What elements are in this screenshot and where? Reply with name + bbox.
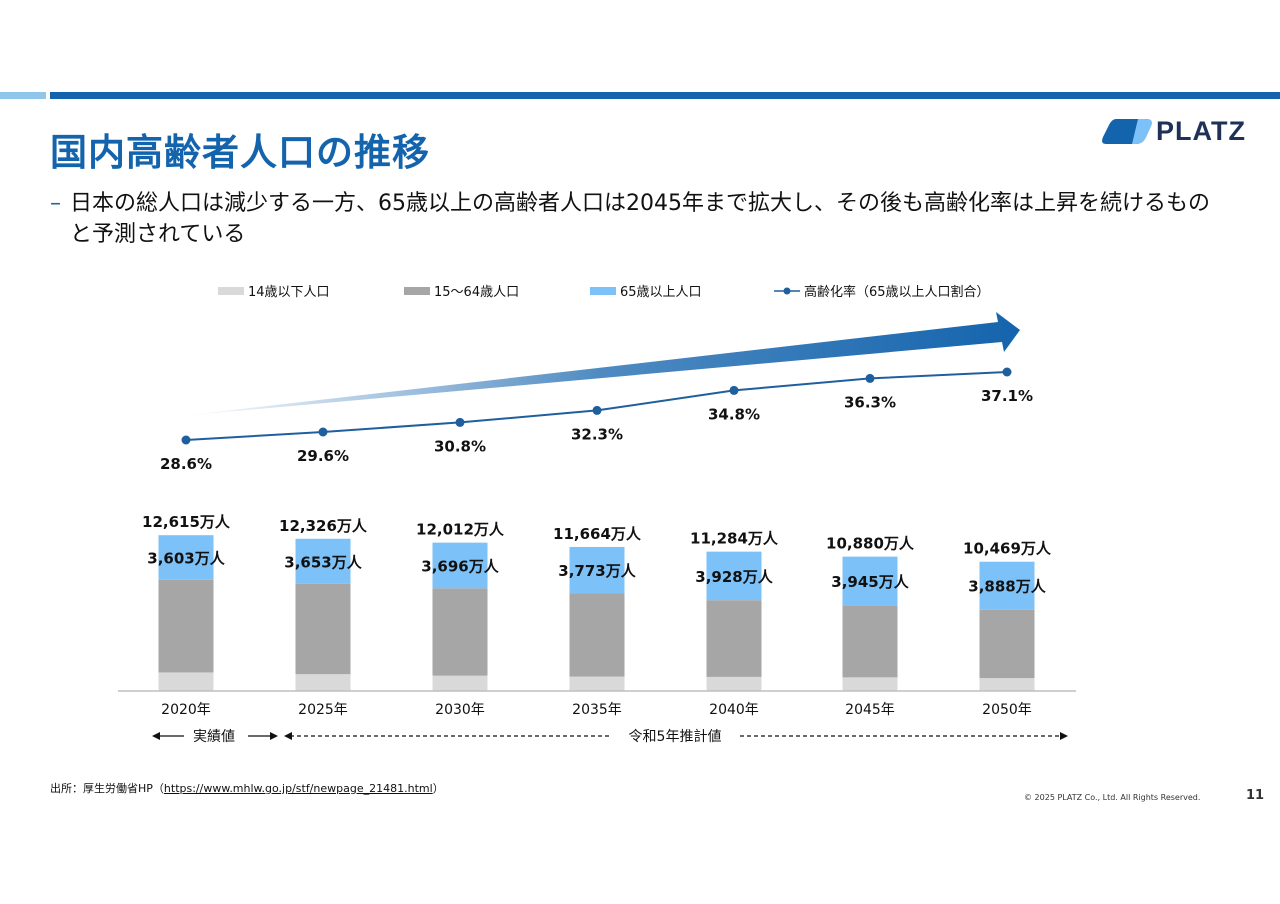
over65-label-2025年: 3,653万人 bbox=[284, 553, 362, 571]
over65-label-2040年: 3,928万人 bbox=[695, 568, 773, 586]
aging-rate-label-2040年: 34.8% bbox=[708, 405, 760, 423]
header-accent-light bbox=[0, 92, 46, 99]
bar-under14-2035年 bbox=[570, 677, 625, 691]
population-chart: 14歳以下人口 15〜64歳人口 65歳以上人口 高齢化率（65歳以上人口割合） 28… bbox=[0, 270, 1280, 750]
legend-swatch-2 bbox=[404, 287, 430, 295]
total-label-2025年: 12,326万人 bbox=[279, 517, 368, 535]
category-label-2045年: 2045年 bbox=[845, 702, 895, 718]
over65-label-2020年: 3,603万人 bbox=[147, 549, 225, 567]
legend-label-rate: 高齢化率（65歳以上人口割合） bbox=[804, 284, 990, 300]
total-label-2050年: 10,469万人 bbox=[963, 540, 1052, 558]
aging-rate-point-2020年 bbox=[182, 436, 191, 445]
total-label-2030年: 12,012万人 bbox=[416, 521, 505, 539]
chart-legend: 14歳以下人口 15〜64歳人口 65歳以上人口 高齢化率（65歳以上人口割合） bbox=[218, 284, 990, 300]
bar-age15-64-2035年 bbox=[570, 594, 625, 677]
aging-rate-point-2050年 bbox=[1003, 368, 1012, 377]
aging-rate-label-2025年: 29.6% bbox=[297, 447, 349, 465]
category-label-2025年: 2025年 bbox=[298, 702, 348, 718]
page-number: 11 bbox=[1246, 788, 1264, 803]
category-label-2035年: 2035年 bbox=[572, 702, 622, 718]
aging-rate-label-2035年: 32.3% bbox=[571, 425, 623, 443]
legend-line-marker bbox=[784, 288, 791, 295]
bar-age15-64-2020年 bbox=[159, 580, 214, 673]
aging-rate-point-2025年 bbox=[319, 428, 328, 437]
over65-label-2050年: 3,888万人 bbox=[968, 578, 1046, 596]
over65-label-2030年: 3,696万人 bbox=[421, 557, 499, 575]
legend-label-1: 14歳以下人口 bbox=[248, 285, 330, 300]
category-label-2040年: 2040年 bbox=[709, 702, 759, 718]
over65-label-2035年: 3,773万人 bbox=[558, 562, 636, 580]
logo-text: PLATZ bbox=[1156, 116, 1246, 147]
bar-age15-64-2050年 bbox=[980, 610, 1035, 678]
aging-rate-point-2030年 bbox=[456, 418, 465, 427]
total-label-2045年: 10,880万人 bbox=[826, 535, 915, 553]
projected-arrowhead-right bbox=[1060, 732, 1068, 740]
header-accent-bar bbox=[50, 92, 1280, 99]
legend-label-2: 15〜64歳人口 bbox=[434, 285, 519, 300]
legend-label-3: 65歳以上人口 bbox=[620, 285, 702, 300]
summary-bullet: – 日本の総人口は減少する一方、65歳以上の高齢者人口は2045年まで拡大し、そ… bbox=[50, 188, 1210, 250]
legend-swatch-3 bbox=[590, 287, 616, 295]
source-note: 出所：厚生労働省HP（https://www.mhlw.go.jp/stf/ne… bbox=[50, 780, 444, 796]
bar-under14-2025年 bbox=[296, 674, 351, 691]
aging-rate-label-2050年: 37.1% bbox=[981, 387, 1033, 405]
platz-logo: PLATZ bbox=[1102, 112, 1252, 152]
aging-rate-point-2045年 bbox=[866, 374, 875, 383]
total-label-2040年: 11,284万人 bbox=[690, 530, 779, 548]
total-label-2035年: 11,664万人 bbox=[553, 525, 642, 543]
aging-rate-label-2030年: 30.8% bbox=[434, 437, 486, 455]
source-link[interactable]: https://www.mhlw.go.jp/stf/newpage_21481… bbox=[164, 782, 433, 795]
rate-line-layer: 28.6% 29.6% 30.8% 32.3% 34.8% 36.3% 37.1% bbox=[160, 368, 1033, 474]
category-label-2020年: 2020年 bbox=[161, 702, 211, 718]
bar-under14-2030年 bbox=[433, 676, 488, 691]
actual-arrowhead-right bbox=[270, 732, 278, 740]
bar-age15-64-2045年 bbox=[843, 605, 898, 677]
summary-text: 日本の総人口は減少する一方、65歳以上の高齢者人口は2045年まで拡大し、その後… bbox=[50, 188, 1210, 250]
copyright-text: © 2025 PLATZ Co., Ltd. All Rights Reserv… bbox=[1024, 793, 1200, 802]
bar-age15-64-2030年 bbox=[433, 588, 488, 675]
over65-label-2045年: 3,945万人 bbox=[831, 573, 909, 591]
category-label-2050年: 2050年 bbox=[982, 702, 1032, 718]
category-label-2030年: 2030年 bbox=[435, 702, 485, 718]
total-label-2020年: 12,615万人 bbox=[142, 513, 231, 531]
bar-under14-2040年 bbox=[707, 677, 762, 691]
source-prefix: 出所：厚生労働省HP（ bbox=[50, 782, 164, 795]
platz-logo-icon bbox=[1102, 112, 1154, 152]
actual-period-label: 実績値 bbox=[193, 729, 235, 745]
source-suffix: ） bbox=[433, 782, 444, 795]
bar-age15-64-2040年 bbox=[707, 600, 762, 677]
period-indicator: 実績値 令和5年推計値 bbox=[152, 729, 1068, 745]
bullet-dash: – bbox=[50, 188, 61, 219]
bar-under14-2020年 bbox=[159, 672, 214, 691]
bar-under14-2045年 bbox=[843, 677, 898, 691]
aging-rate-label-2045年: 36.3% bbox=[844, 393, 896, 411]
actual-arrowhead-left bbox=[152, 732, 160, 740]
aging-rate-label-2020年: 28.6% bbox=[160, 455, 212, 473]
legend-swatch-1 bbox=[218, 287, 244, 295]
aging-rate-point-2040年 bbox=[730, 386, 739, 395]
page-title: 国内高齢者人口の推移 bbox=[50, 122, 430, 176]
bar-under14-2050年 bbox=[980, 678, 1035, 691]
projected-period-label: 令和5年推計値 bbox=[629, 729, 722, 745]
aging-rate-point-2035年 bbox=[593, 406, 602, 415]
bar-age15-64-2025年 bbox=[296, 584, 351, 674]
